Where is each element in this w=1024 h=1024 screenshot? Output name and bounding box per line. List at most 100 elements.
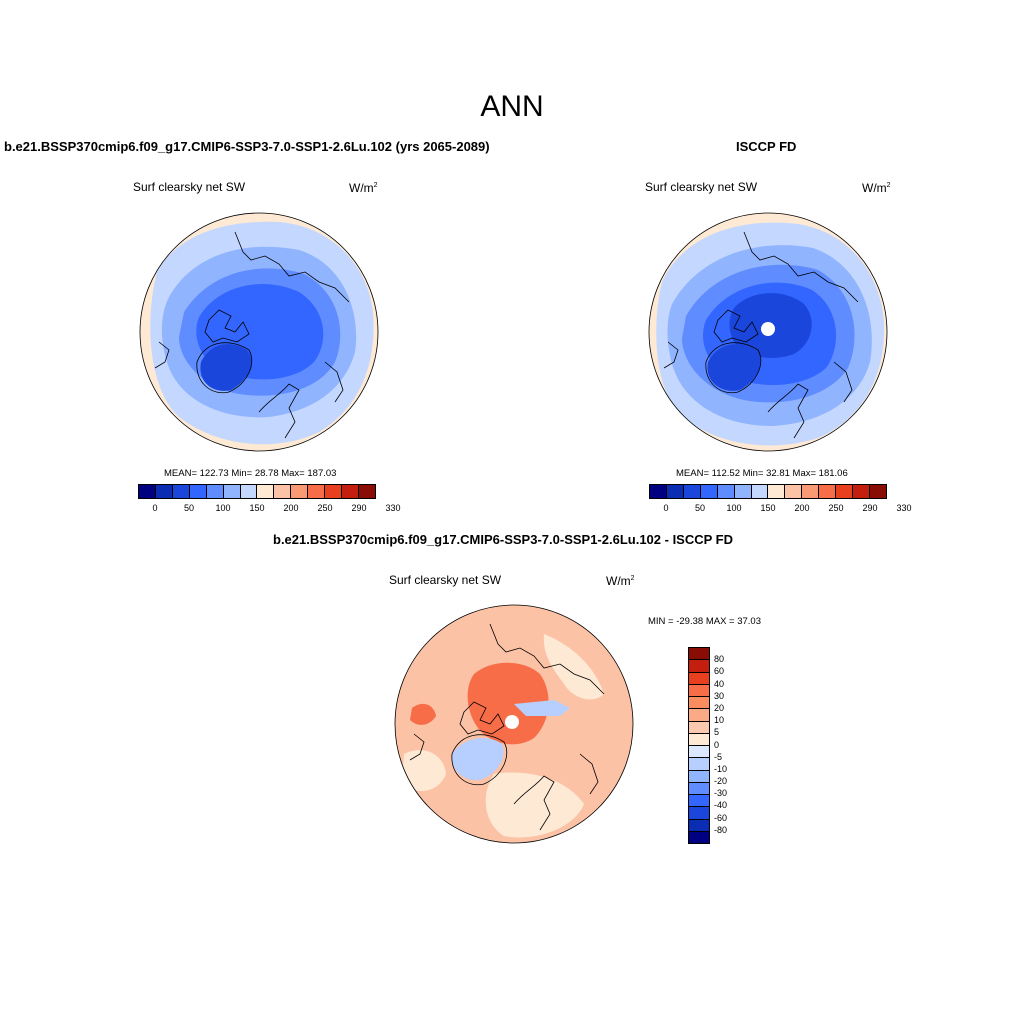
panel3-colorbar-swatch — [689, 721, 709, 734]
panel2-variable-label: Surf clearsky net SW — [645, 180, 758, 194]
panel3-colorbar-swatch — [689, 684, 709, 697]
panel1-colorbar-tick-label: 290 — [351, 503, 367, 513]
panel1-colorbar-swatch — [223, 485, 241, 498]
panel2-colorbar-swatch — [717, 485, 735, 498]
panel3-blue-greenland — [451, 738, 504, 781]
panel1-colorbar-swatch — [206, 485, 224, 498]
panel3-colorbar-swatch — [689, 795, 709, 808]
panel1-colorbar-tick-label: 50 — [183, 503, 195, 513]
panel3-colorbar — [688, 647, 710, 844]
panel2-colorbar-swatch — [802, 485, 820, 498]
panel2-colorbar-swatch — [853, 485, 870, 498]
panel3-colorbar-swatch — [689, 831, 709, 843]
panel3-colorbar-tick-label: -80 — [714, 824, 728, 835]
panel3-colorbar-tick-label: 5 — [714, 727, 720, 738]
panel1-colorbar-swatch — [342, 485, 359, 498]
panel3-colorbar-swatch — [689, 746, 709, 759]
panel1-colorbar-swatch — [139, 485, 156, 498]
panel3-colorbar-swatch — [689, 782, 709, 795]
panel2-colorbar-tick-label: 330 — [896, 503, 912, 513]
panel3-colorbar-tick-label: 80 — [714, 654, 725, 665]
panel2-pole-hole — [761, 322, 775, 336]
panel1-greenland-deep — [200, 344, 252, 391]
panel3-units: W/m2 — [606, 574, 635, 588]
panel3-colorbar-swatch — [689, 758, 709, 771]
panel1-colorbar-swatch — [274, 485, 292, 498]
panel1-colorbar-tick-label: 100 — [215, 503, 231, 513]
panel1-colorbar-swatch — [240, 485, 258, 498]
panel1-colorbar-tick-label: 250 — [317, 503, 333, 513]
panel3-colorbar-tick-label: 20 — [714, 702, 725, 713]
panel3-pole-hole — [505, 715, 519, 729]
panel2-colorbar — [649, 484, 887, 499]
panel1-colorbar-swatch — [308, 485, 326, 498]
panel3-title: b.e21.BSSP370cmip6.f09_g17.CMIP6-SSP3-7.… — [273, 532, 734, 547]
panel2-greenland-deep — [707, 344, 761, 391]
panel3-colorbar-swatch — [689, 697, 709, 710]
panel3-colorbar-tick-label: 10 — [714, 715, 725, 726]
panel3-colorbar-tick-label: 0 — [714, 739, 720, 750]
panel1-colorbar-swatch — [257, 485, 275, 498]
panel1-colorbar-swatch — [358, 485, 375, 498]
panel1-colorbar-swatch — [189, 485, 207, 498]
panel3-colorbar-ticks: 80 60 40 30 20 10 5 0 -5 -10 -20 -30 -40 -60 -80 — [714, 647, 754, 842]
panel1-colorbar-tick-label: 200 — [283, 503, 299, 513]
panel3-colorbar-swatch — [689, 660, 709, 673]
panel3-colorbar-tick-label: -60 — [714, 812, 728, 823]
panel2-colorbar-swatch — [650, 485, 667, 498]
panel3-colorbar-tick-label: 40 — [714, 678, 725, 689]
panel3-colorbar-swatch — [689, 672, 709, 685]
panel1-colorbar-tick-label: 0 — [152, 503, 158, 513]
panel1-polar-map — [139, 212, 379, 452]
panel2-colorbar-swatch — [819, 485, 837, 498]
page-title: ANN — [480, 90, 544, 123]
panel1-stats: MEAN= 122.73 Min= 28.78 Max= 187.03 — [164, 468, 337, 479]
panel3-colorbar-swatch — [689, 733, 709, 746]
panel2-colorbar-tick-label: 250 — [828, 503, 844, 513]
panel1-variable-label: Surf clearsky net SW — [133, 180, 246, 194]
panel3-orange-west — [410, 703, 436, 725]
panel1-colorbar-tick-label: 330 — [385, 503, 401, 513]
panel2-colorbar-tick-label: 290 — [862, 503, 878, 513]
panel2-colorbar-tick-label: 50 — [694, 503, 706, 513]
panel1-colorbar-swatch — [172, 485, 190, 498]
panel3-blue-strip — [514, 700, 570, 716]
panel3-colorbar-swatch — [689, 819, 709, 832]
panel2-title: ISCCP FD — [736, 139, 797, 154]
panel2-colorbar-swatch — [700, 485, 718, 498]
panel2-colorbar-swatch — [751, 485, 769, 498]
panel2-units: W/m2 — [862, 181, 891, 195]
panel3-arctic-orange — [467, 662, 549, 745]
panel3-colorbar-tick-label: -30 — [714, 788, 728, 799]
panel3-colorbar-swatch — [689, 709, 709, 722]
panel1-units: W/m2 — [349, 181, 378, 195]
panel3-polar-map — [394, 604, 634, 844]
panel3-colorbar-tick-label: -5 — [714, 751, 723, 762]
panel1-colorbar — [138, 484, 376, 499]
panel3-colorbar-tick-label: 30 — [714, 690, 725, 701]
panel3-pale-patch-east — [543, 634, 604, 700]
panel2-colorbar-tick-label: 150 — [760, 503, 776, 513]
panel2-colorbar-tick-label: 200 — [794, 503, 810, 513]
panel3-variable-label: Surf clearsky net SW — [389, 573, 502, 587]
panel1-colorbar-ticks: 0 50 100 150 200 250 290 330 — [138, 503, 400, 515]
panel3-colorbar-tick-label: 60 — [714, 666, 725, 677]
panel2-colorbar-swatch — [666, 485, 684, 498]
panel2-colorbar-swatch — [869, 485, 886, 498]
panel1-colorbar-tick-label: 150 — [249, 503, 265, 513]
panel1-title: b.e21.BSSP370cmip6.f09_g17.CMIP6-SSP3-7.… — [4, 139, 490, 154]
panel3-colorbar-swatch — [689, 770, 709, 783]
panel3-colorbar-tick-label: -40 — [714, 800, 728, 811]
panel3-colorbar-tick-label: -10 — [714, 763, 728, 774]
panel2-polar-map — [648, 212, 888, 452]
panel3-pale-patch-south — [485, 772, 584, 838]
panel2-stats: MEAN= 112.52 Min= 32.81 Max= 181.06 — [676, 468, 848, 479]
panel1-colorbar-swatch — [291, 485, 309, 498]
panel3-colorbar-swatch — [689, 807, 709, 820]
panel2-colorbar-swatch — [836, 485, 854, 498]
panel2-colorbar-swatch — [768, 485, 786, 498]
panel3-stats: MIN = -29.38 MAX = 37.03 — [648, 616, 762, 627]
panel3-pale-patch-west — [402, 750, 446, 792]
panel2-colorbar-tick-label: 0 — [663, 503, 669, 513]
panel2-colorbar-ticks: 0 50 100 150 200 250 290 330 — [649, 503, 911, 515]
